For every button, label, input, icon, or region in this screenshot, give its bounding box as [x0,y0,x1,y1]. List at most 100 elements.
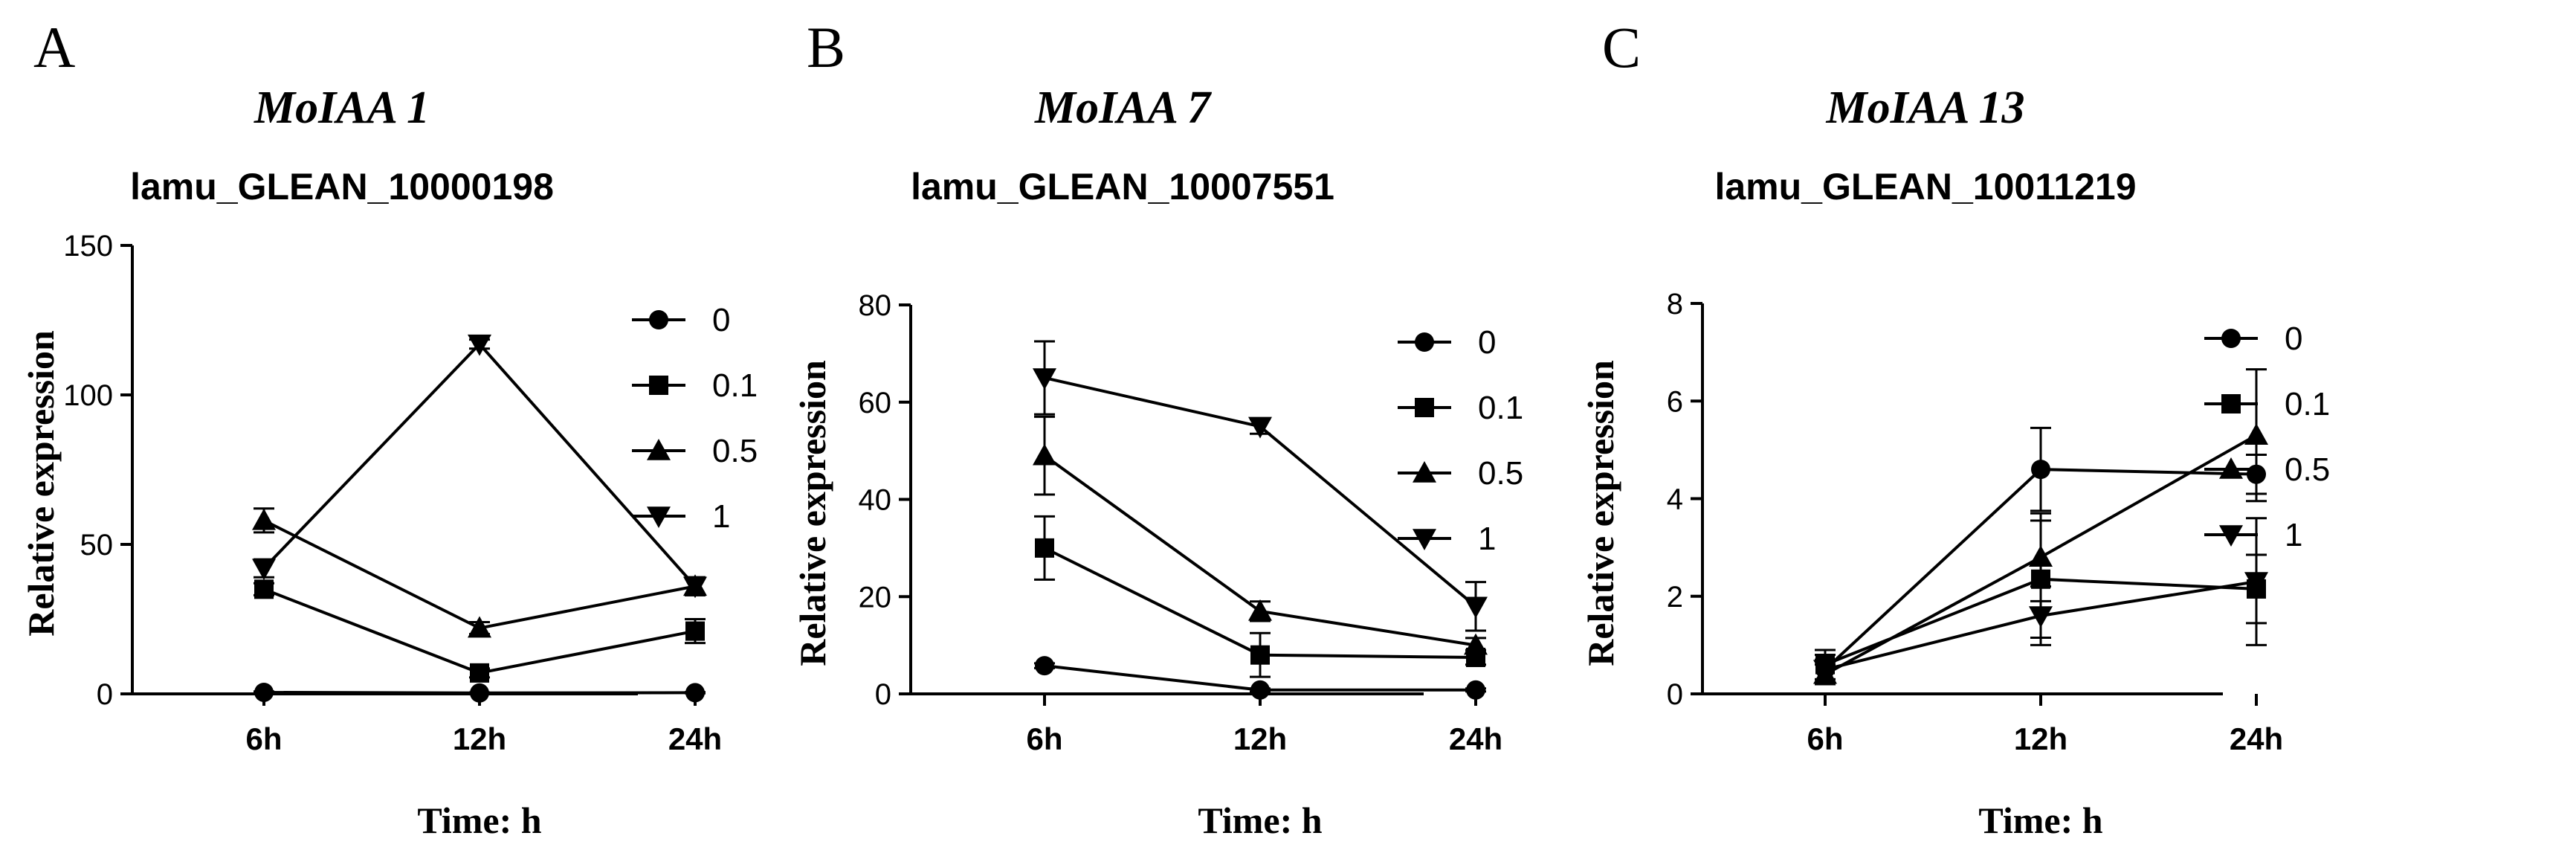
x-tick-label: 24h [1449,721,1502,756]
x-tick-label: 12h [2014,721,2067,756]
series-0 [1034,656,1486,700]
y-tick-label: 2 [1667,581,1683,614]
series-0 [254,682,706,703]
data-point [683,576,707,599]
data-point [1250,645,1270,665]
data-point [252,559,276,581]
y-tick-label: 0 [97,678,113,711]
legend-label: 0 [712,302,730,338]
y-tick-label: 100 [63,379,113,412]
x-tick-label: 6h [1807,721,1843,756]
data-point [1035,656,1054,676]
y-tick-label: 6 [1667,385,1683,418]
data-point [1464,633,1488,655]
series-0-5 [252,507,707,638]
chart-title: MoIAA 1 [254,83,430,133]
series-0-5 [1813,368,2268,686]
legend-label: 0.1 [2285,386,2330,422]
y-tick-label: 80 [859,289,892,322]
chart-panel-b: B MoIAA 7 lamu_GLEAN_10007551 0 20 40 60 80 6h 1 2… [792,15,1523,841]
series-line [263,519,696,630]
data-point [2244,423,2268,445]
data-point [254,579,274,599]
x-axis-title: Time: h [417,799,541,841]
data-point [1035,538,1054,558]
legend-label: 0.5 [1478,455,1523,492]
y-tick-label: 0 [1667,678,1683,711]
y-tick-label: 8 [1667,288,1683,321]
x-tick-label: 24h [668,721,722,756]
y-tick-label: 150 [63,230,113,263]
y-tick-label: 60 [859,387,892,419]
series-1 [1033,340,1488,632]
data-point [252,508,276,530]
legend-marker [647,506,671,528]
legend-label: 1 [712,498,730,535]
panel-letter: B [807,15,845,80]
data-point [1248,416,1272,439]
legend-label: 0 [2285,321,2302,357]
legend-marker [647,439,671,460]
y-tick-label: 40 [859,484,892,517]
legend-label: 0.5 [712,433,758,469]
x-tick-label: 24h [2230,721,2283,756]
series-0-5 [1033,415,1488,655]
panel-letter: A [33,15,75,80]
legend-marker [1415,332,1434,352]
legend-label: 1 [2285,517,2302,553]
panel-letter: C [1602,15,1641,80]
series-0-1 [254,579,706,683]
chart-subtitle: lamu_GLEAN_10011219 [1714,166,2136,207]
chart-panel-c: C MoIAA 13 lamu_GLEAN_10011219 0 2 4 6 8 6h 12h 24… [1580,15,2330,841]
y-tick-label: 50 [80,529,114,561]
legend-marker [1415,398,1434,417]
legend-marker [2219,457,2243,479]
legend-marker [2221,329,2241,348]
data-point [1813,660,1837,682]
chart-title: MoIAA 13 [1825,83,2024,133]
data-point [2029,545,2053,567]
y-tick-label: 0 [875,678,891,711]
legend-marker [649,376,668,395]
y-axis-title: Relative expression [20,330,62,637]
series-line [262,341,697,588]
y-tick-label: 20 [859,581,892,614]
legend-label: 0.1 [712,367,758,404]
x-tick-label: 6h [1026,721,1062,756]
data-point [2031,460,2050,480]
chart-subtitle: lamu_GLEAN_10007551 [911,166,1334,207]
data-point [2029,606,2053,628]
legend-label: 0 [1478,324,1496,361]
data-point [1250,680,1270,700]
x-axis-title: Time: h [1978,799,2102,841]
legend-label: 1 [1478,521,1496,557]
x-tick-label: 6h [245,721,282,756]
series-line [1044,376,1477,608]
legend-marker [1413,529,1436,550]
data-point [254,682,274,702]
series-1 [1813,517,2268,686]
legend-marker [649,310,668,329]
data-point [1464,596,1488,619]
y-axis-title: Relative expression [792,360,833,666]
legend-marker [2219,525,2243,547]
series-0-1 [1034,515,1486,678]
data-point [470,683,489,703]
x-tick-label: 12h [453,721,506,756]
data-point [468,334,491,356]
data-point [470,663,489,683]
data-point [468,616,491,638]
chart-title: MoIAA 7 [1034,83,1213,133]
legend-label: 0.5 [2285,451,2330,488]
data-point [1033,443,1056,466]
data-point [1466,680,1485,700]
chart-subtitle: lamu_GLEAN_10000198 [130,166,554,207]
data-point [2244,572,2268,594]
data-point [685,683,705,703]
x-axis-title: Time: h [1198,799,1322,841]
data-point [685,621,705,641]
y-axis-title: Relative expression [1580,360,1621,666]
legend-label: 0.1 [1478,390,1523,426]
